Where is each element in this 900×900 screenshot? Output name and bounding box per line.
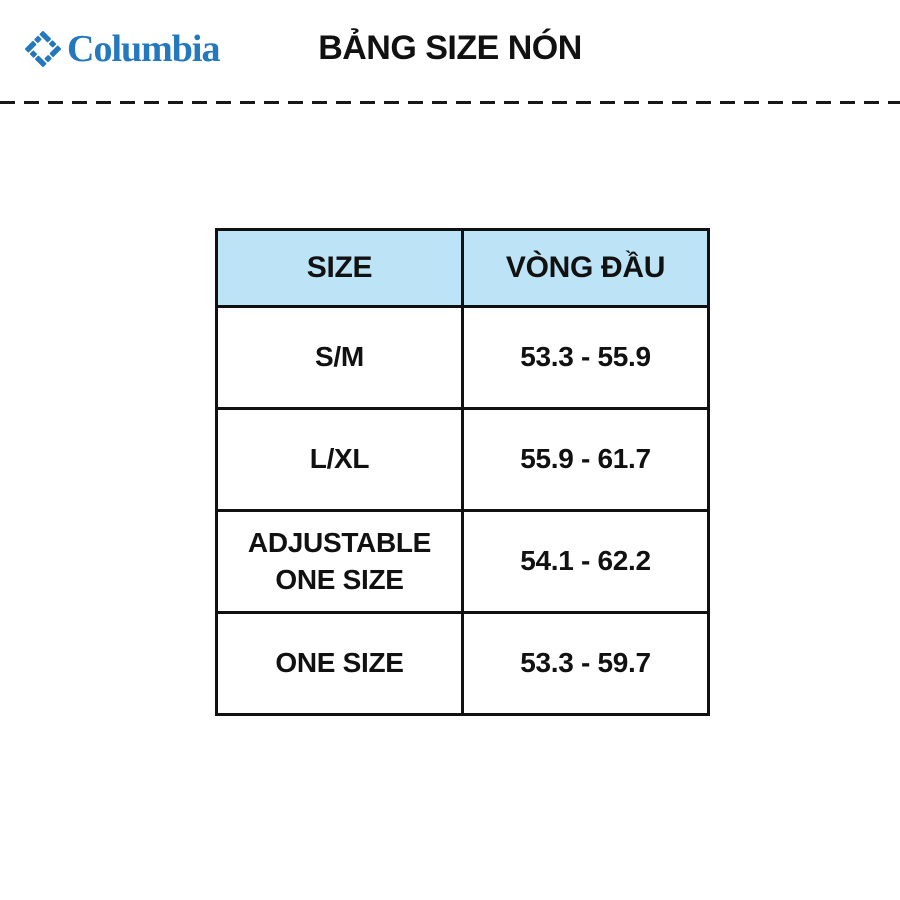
range-cell: 53.3 - 55.9: [461, 305, 710, 410]
column-header-head-circumference: VÒNG ĐẦU: [461, 228, 710, 308]
columbia-gem-icon: [24, 30, 62, 68]
size-chart-table: SIZE VÒNG ĐẦU S/M 53.3 - 55.9 L/XL 55.9 …: [215, 228, 710, 716]
content: SIZE VÒNG ĐẦU S/M 53.3 - 55.9 L/XL 55.9 …: [215, 228, 710, 716]
table-row: L/XL 55.9 - 61.7: [215, 407, 710, 512]
columbia-logo: Columbia: [24, 28, 220, 70]
page-title: BẢNG SIZE NÓN: [318, 29, 582, 67]
size-cell: S/M: [215, 305, 464, 410]
size-cell: ONE SIZE: [215, 611, 464, 716]
table-row: ADJUSTABLE ONE SIZE 54.1 - 62.2: [215, 509, 710, 614]
range-cell: 55.9 - 61.7: [461, 407, 710, 512]
header: Columbia BẢNG SIZE NÓN: [0, 0, 900, 101]
range-cell: 54.1 - 62.2: [461, 509, 710, 614]
table-header-row: SIZE VÒNG ĐẦU: [215, 228, 710, 308]
column-header-size: SIZE: [215, 228, 464, 308]
table-row: ONE SIZE 53.3 - 59.7: [215, 611, 710, 716]
size-cell: L/XL: [215, 407, 464, 512]
dashed-divider: [0, 101, 900, 104]
table-row: S/M 53.3 - 55.9: [215, 305, 710, 410]
columbia-wordmark: Columbia: [67, 28, 220, 70]
range-cell: 53.3 - 59.7: [461, 611, 710, 716]
size-cell: ADJUSTABLE ONE SIZE: [215, 509, 464, 614]
